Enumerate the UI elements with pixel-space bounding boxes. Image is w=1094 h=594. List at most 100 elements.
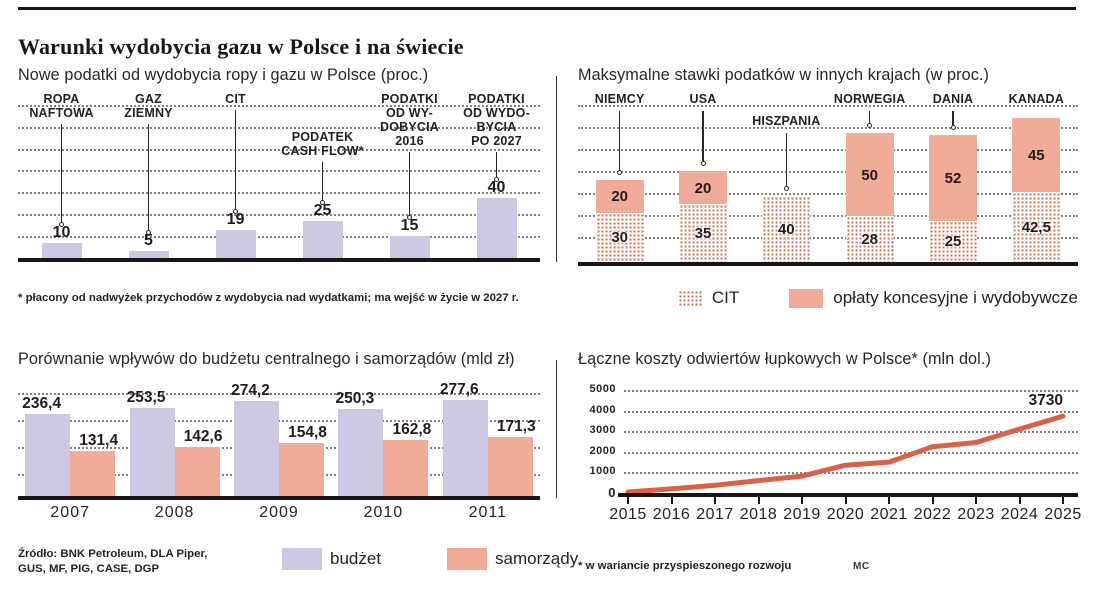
bar-segment-cit <box>929 220 977 262</box>
value-label-fees: 20 <box>694 179 712 197</box>
top-rule <box>18 7 1076 10</box>
cost-line <box>625 413 1066 495</box>
bar-local-gov <box>279 442 324 497</box>
axis-baseline <box>618 493 1078 497</box>
category-label-line: CIT <box>225 92 246 106</box>
axis-tick <box>1062 496 1064 504</box>
bar-segment-fees <box>679 171 727 205</box>
year-label: 2023 <box>957 506 995 523</box>
gridline <box>18 235 540 238</box>
axis-tick <box>931 496 934 504</box>
gridline <box>18 420 540 422</box>
bar-budget <box>129 408 175 497</box>
axis-baseline <box>578 262 1078 266</box>
year-label: 2022 <box>913 506 952 523</box>
year-label: 2010 <box>363 504 404 521</box>
leader-line <box>619 111 621 170</box>
leader-line <box>60 124 63 222</box>
leader-line <box>147 124 150 230</box>
axis-tick <box>888 496 890 504</box>
year-label: 2007 <box>50 504 90 521</box>
leader-dot <box>617 169 623 175</box>
axis-tick <box>975 496 977 504</box>
year-label: 2011 <box>468 504 507 521</box>
category-label-line: PODATKI <box>381 92 438 106</box>
ytick-label: 4000 <box>589 403 616 416</box>
category-label: ROPA NAFTOWA <box>14 92 109 120</box>
category-label: KANADA <box>1008 92 1064 106</box>
bar-segment-fees <box>595 179 644 213</box>
year-label: 2016 <box>652 506 691 523</box>
gridline <box>624 451 1078 454</box>
gridline <box>578 105 1078 107</box>
gridline <box>578 171 1078 173</box>
value-label-fees: 52 <box>944 169 962 187</box>
gridline <box>578 215 1078 217</box>
value-label-local-gov: 131,4 <box>79 432 119 450</box>
bar-segment-fees <box>845 133 894 216</box>
vertical-divider-top <box>556 76 557 262</box>
leader-line <box>321 162 324 200</box>
leader-dot <box>783 186 789 191</box>
bar <box>302 220 343 258</box>
category-label-line: PODATKI <box>468 92 525 106</box>
year-label: 2025 <box>1044 506 1082 523</box>
value-label-local-gov: 162,8 <box>392 421 432 439</box>
year-label: 2009 <box>259 504 299 521</box>
category-label: PODATEK CASH FLOW* <box>275 130 370 158</box>
leader-dot <box>233 208 238 214</box>
value-label-cit: 25 <box>944 233 962 251</box>
category-label-line: 2016 <box>395 134 424 148</box>
value-label-cit: 40 <box>777 221 795 238</box>
axis-tick <box>670 496 673 504</box>
ytick-label: 3000 <box>589 424 616 437</box>
value-label: 40 <box>487 179 506 196</box>
category-label-line: GAZ <box>135 92 162 106</box>
author-initials: MC <box>853 561 870 572</box>
category-label-line: OD WY- <box>385 106 434 120</box>
value-label-budget: 250,3 <box>335 390 375 408</box>
value-label: 10 <box>52 224 71 241</box>
leader-dot <box>494 177 499 182</box>
budget-swatch <box>282 548 322 570</box>
leader-dot <box>407 214 412 220</box>
legend-max-rates: CIT opłaty koncesyjne i wydobywcze <box>578 288 1078 308</box>
category-label: PODATKI OD WY- DOBYCIA 2016 <box>362 92 457 148</box>
leader-line <box>952 111 954 125</box>
category-label: HISZPANIA <box>752 114 821 128</box>
source-line-1: Źródło: BNK Petroleum, DLA Piper, <box>18 548 208 560</box>
year-label: 2021 <box>870 506 908 523</box>
axis-baseline <box>18 258 540 262</box>
cost-line-series <box>625 413 1066 495</box>
year-label: 2015 <box>609 506 647 523</box>
category-label-line: PO 2027 <box>471 134 522 148</box>
value-label: 19 <box>226 210 245 228</box>
bar <box>41 243 82 258</box>
leader-line <box>234 110 237 209</box>
chart-shale-costs: 5000 4000 3000 2000 1000 0 2015 2016 2017 2018 201… <box>578 378 1082 530</box>
bar-local-gov <box>70 451 116 497</box>
value-label-budget: 236,4 <box>22 395 62 413</box>
value-label-fees: 20 <box>611 188 628 205</box>
year-label: 2019 <box>783 506 821 523</box>
value-label-cit: 30 <box>611 229 628 247</box>
bar-local-gov <box>174 447 220 497</box>
chart-title-budget: Porównanie wpływów do budżetu centralneg… <box>18 350 515 368</box>
leader-dot <box>700 161 706 167</box>
category-label-line: NAFTOWA <box>29 106 94 120</box>
year-label: 2018 <box>739 506 778 523</box>
source-line-2: GUS, MF, PIG, CASE, DGP <box>18 563 160 575</box>
ytick-label: 5000 <box>589 383 616 395</box>
value-label-fees: 50 <box>861 166 878 184</box>
category-label-line: BYCIA <box>476 120 517 134</box>
value-label-cit: 42,5 <box>1021 218 1051 236</box>
leader-dot <box>320 199 325 205</box>
bar <box>476 198 517 258</box>
leader-dot <box>59 222 64 227</box>
year-label: 2020 <box>826 506 865 523</box>
gridline <box>18 393 540 395</box>
leader-dot <box>146 229 151 235</box>
leader-dot <box>867 123 873 129</box>
ytick-label: 1000 <box>589 465 616 478</box>
